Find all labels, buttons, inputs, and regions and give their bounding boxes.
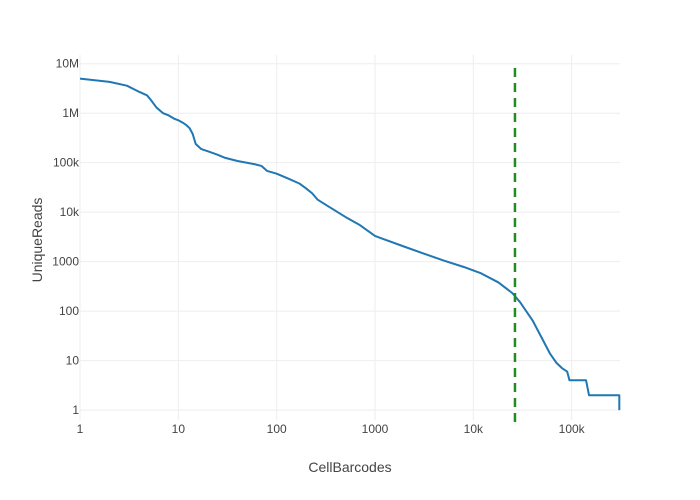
x-tick-label: 10 [172,422,186,436]
series-line-0 [79,77,621,411]
y-tick-label: 10 [66,354,80,368]
series-layer [79,77,621,411]
x-tick-label: 1000 [362,422,389,436]
x-tick-label: 10k [464,422,484,436]
y-tick-label: 10M [56,57,79,71]
y-tick-label: 1M [62,106,79,120]
x-tick-label: 100 [267,422,287,436]
grid-lines [79,55,620,420]
x-tick-labels: 1 10 100 1000 10k 100k [77,422,586,436]
y-axis-title: UniqueReads [29,198,45,283]
x-tick-label: 1 [77,422,84,436]
y-tick-label: 10k [60,205,80,219]
x-tick-label: 100k [559,422,586,436]
y-tick-label: 1 [72,403,79,417]
y-tick-label: 100k [53,156,80,170]
y-tick-label: 1000 [52,255,79,269]
y-tick-label: 100 [59,304,79,318]
x-axis-title: CellBarcodes [308,459,391,475]
y-tick-labels: 1 10 100 1000 10k 100k 1M 10M [52,57,80,417]
